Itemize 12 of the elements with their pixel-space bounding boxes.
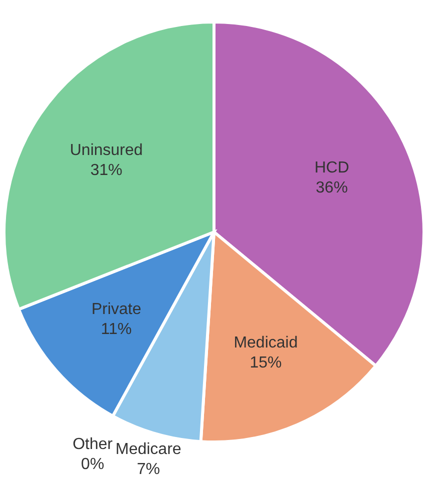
slice-label: Private	[91, 301, 142, 318]
text: 0%	[81, 456, 104, 473]
slice-label: HCD	[314, 160, 350, 177]
data-label: 11%	[100, 321, 132, 338]
slice-label: Medicare	[115, 440, 182, 458]
data-label: 31%	[90, 162, 122, 179]
category-label: Other	[72, 436, 113, 453]
slice-label: Medicaid	[234, 334, 298, 352]
slice-label: Uninsured	[70, 142, 143, 159]
data-label: 36%	[316, 180, 348, 197]
data-label: 7%	[136, 460, 160, 478]
data-label: 15%	[250, 354, 282, 372]
